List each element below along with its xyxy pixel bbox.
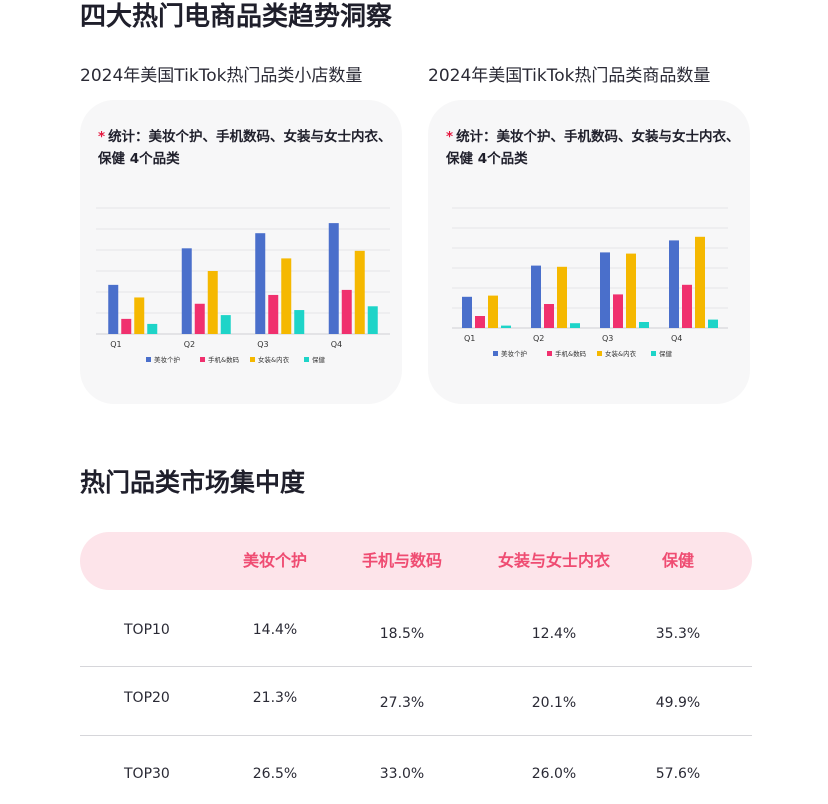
x-tick-label: Q2 <box>533 334 544 343</box>
legend-swatch <box>547 351 552 356</box>
bar-q2-series-1 <box>181 248 192 334</box>
column-header-beauty: 美妆个护 <box>242 551 308 570</box>
legend-label: 女装&内衣 <box>258 355 290 364</box>
note-marker: * <box>446 129 454 145</box>
bar-q3-series-3 <box>626 253 636 328</box>
legend-label: 美妆个护 <box>501 349 527 358</box>
bar-q1-series-4 <box>501 325 511 328</box>
legend-label: 美妆个护 <box>154 355 180 364</box>
bar-q3-series-4 <box>639 322 649 328</box>
column-header-womenswear: 女装与女士内衣 <box>497 551 611 570</box>
legend-label: 保健 <box>312 355 326 364</box>
x-tick-label: Q4 <box>331 340 342 349</box>
bar-q4-series-3 <box>695 236 705 328</box>
x-tick-label: Q3 <box>602 334 613 343</box>
legend-label: 女装&内衣 <box>605 349 637 358</box>
table-cell: 20.1% <box>531 695 577 711</box>
legend-swatch <box>250 357 255 362</box>
bar-q1-series-1 <box>462 296 472 328</box>
x-tick-label: Q3 <box>257 340 268 349</box>
table-cell: 49.9% <box>655 695 701 711</box>
bar-q2-series-1 <box>531 265 541 328</box>
bar-chart-stores: Q1 Q2 Q3 Q4 美妆个护 手机&数码 女装&内衣 保健 <box>96 207 390 364</box>
bar-q4-series-2 <box>341 289 352 334</box>
table-cell: 26.0% <box>531 766 577 782</box>
bar-q3-series-2 <box>613 294 623 328</box>
legend-label: 手机&数码 <box>208 355 240 364</box>
page-title: 四大热门电商品类趋势洞察 <box>80 2 393 32</box>
bar-q1-series-2 <box>475 316 485 328</box>
chart-card-products: * 统计：美妆个护、手机数码、女装与女士内衣、保健 4个品类 Q1 Q2 Q3 Q4 美妆… <box>428 100 750 404</box>
bar-q1-series-2 <box>121 318 132 334</box>
bar-q3-series-3 <box>281 258 292 334</box>
bar-q1-series-4 <box>147 323 158 334</box>
bar-q3-series-4 <box>294 310 305 334</box>
table-row: TOP10 14.4% 18.5% 12.4% 35.3% <box>80 598 752 667</box>
bar-q2-series-3 <box>207 271 218 334</box>
column-header-health: 保健 <box>661 551 695 570</box>
table-cell: 35.3% <box>655 626 701 642</box>
bar-q1-series-1 <box>108 284 119 334</box>
x-tick-label: Q1 <box>110 340 121 349</box>
bar-q4-series-1 <box>328 223 339 334</box>
chart-title-products: 2024年美国TikTok热门品类商品数量 <box>428 66 711 86</box>
row-label: TOP10 <box>124 622 170 638</box>
legend-swatch <box>304 357 309 362</box>
legend-label: 保健 <box>659 349 673 358</box>
bar-q2-series-2 <box>194 303 205 334</box>
bar-q4-series-4 <box>708 319 718 328</box>
chart-note-text: 统计：美妆个护、手机数码、女装与女士内衣、保健 4个品类 <box>98 129 392 167</box>
chart-title-stores: 2024年美国TikTok热门品类小店数量 <box>80 66 363 86</box>
table-cell: 12.4% <box>531 626 577 642</box>
bar-q4-series-2 <box>682 284 692 328</box>
legend-label: 手机&数码 <box>555 349 587 358</box>
table-header: 美妆个护 手机与数码 女装与女士内衣 保健 <box>80 532 752 590</box>
note-marker: * <box>98 129 106 145</box>
legend-swatch <box>146 357 151 362</box>
bar-q3-series-1 <box>255 233 266 334</box>
table-cell: 57.6% <box>655 766 701 782</box>
bar-q3-series-2 <box>268 294 279 334</box>
table-row: TOP20 21.3% 27.3% 20.1% 49.9% <box>80 667 752 736</box>
bar-chart-products: Q1 Q2 Q3 Q4 美妆个护 手机&数码 女装&内衣 保健 <box>452 207 728 358</box>
bar-q1-series-3 <box>488 295 498 328</box>
bar-q2-series-4 <box>220 315 231 334</box>
table-row: TOP30 26.5% 33.0% 26.0% 57.6% <box>80 736 752 804</box>
table-cell: 18.5% <box>379 626 425 642</box>
table-cell: 26.5% <box>252 766 298 782</box>
table-cell: 27.3% <box>379 695 425 711</box>
chart-card-stores: * 统计：美妆个护、手机数码、女装与女士内衣、保健 4个品类 Q1 Q2 Q3 Q4 美妆… <box>80 100 402 404</box>
column-header-digital: 手机与数码 <box>361 551 443 570</box>
section-title: 热门品类市场集中度 <box>80 468 306 497</box>
row-label: TOP20 <box>124 690 170 706</box>
bar-q4-series-3 <box>354 250 365 334</box>
bar-q4-series-4 <box>367 306 378 334</box>
bar-q3-series-1 <box>600 252 610 328</box>
table-cell: 14.4% <box>252 622 298 638</box>
legend-swatch <box>200 357 205 362</box>
legend-swatch <box>597 351 602 356</box>
x-tick-label: Q4 <box>671 334 682 343</box>
bar-q2-series-2 <box>544 304 554 328</box>
bar-q2-series-3 <box>557 266 567 328</box>
bar-q4-series-1 <box>669 240 679 328</box>
legend-swatch <box>651 351 656 356</box>
bar-q2-series-4 <box>570 323 580 328</box>
x-tick-label: Q1 <box>464 334 475 343</box>
x-tick-label: Q2 <box>184 340 195 349</box>
legend-swatch <box>493 351 498 356</box>
chart-note-text: 统计：美妆个护、手机数码、女装与女士内衣、保健 4个品类 <box>446 129 740 167</box>
table-cell: 21.3% <box>252 690 298 706</box>
chart-note: * 统计：美妆个护、手机数码、女装与女士内衣、保健 4个品类 <box>446 126 740 170</box>
bar-q1-series-3 <box>134 297 145 334</box>
table-cell: 33.0% <box>379 766 425 782</box>
chart-note: * 统计：美妆个护、手机数码、女装与女士内衣、保健 4个品类 <box>98 126 392 170</box>
row-label: TOP30 <box>124 766 170 782</box>
